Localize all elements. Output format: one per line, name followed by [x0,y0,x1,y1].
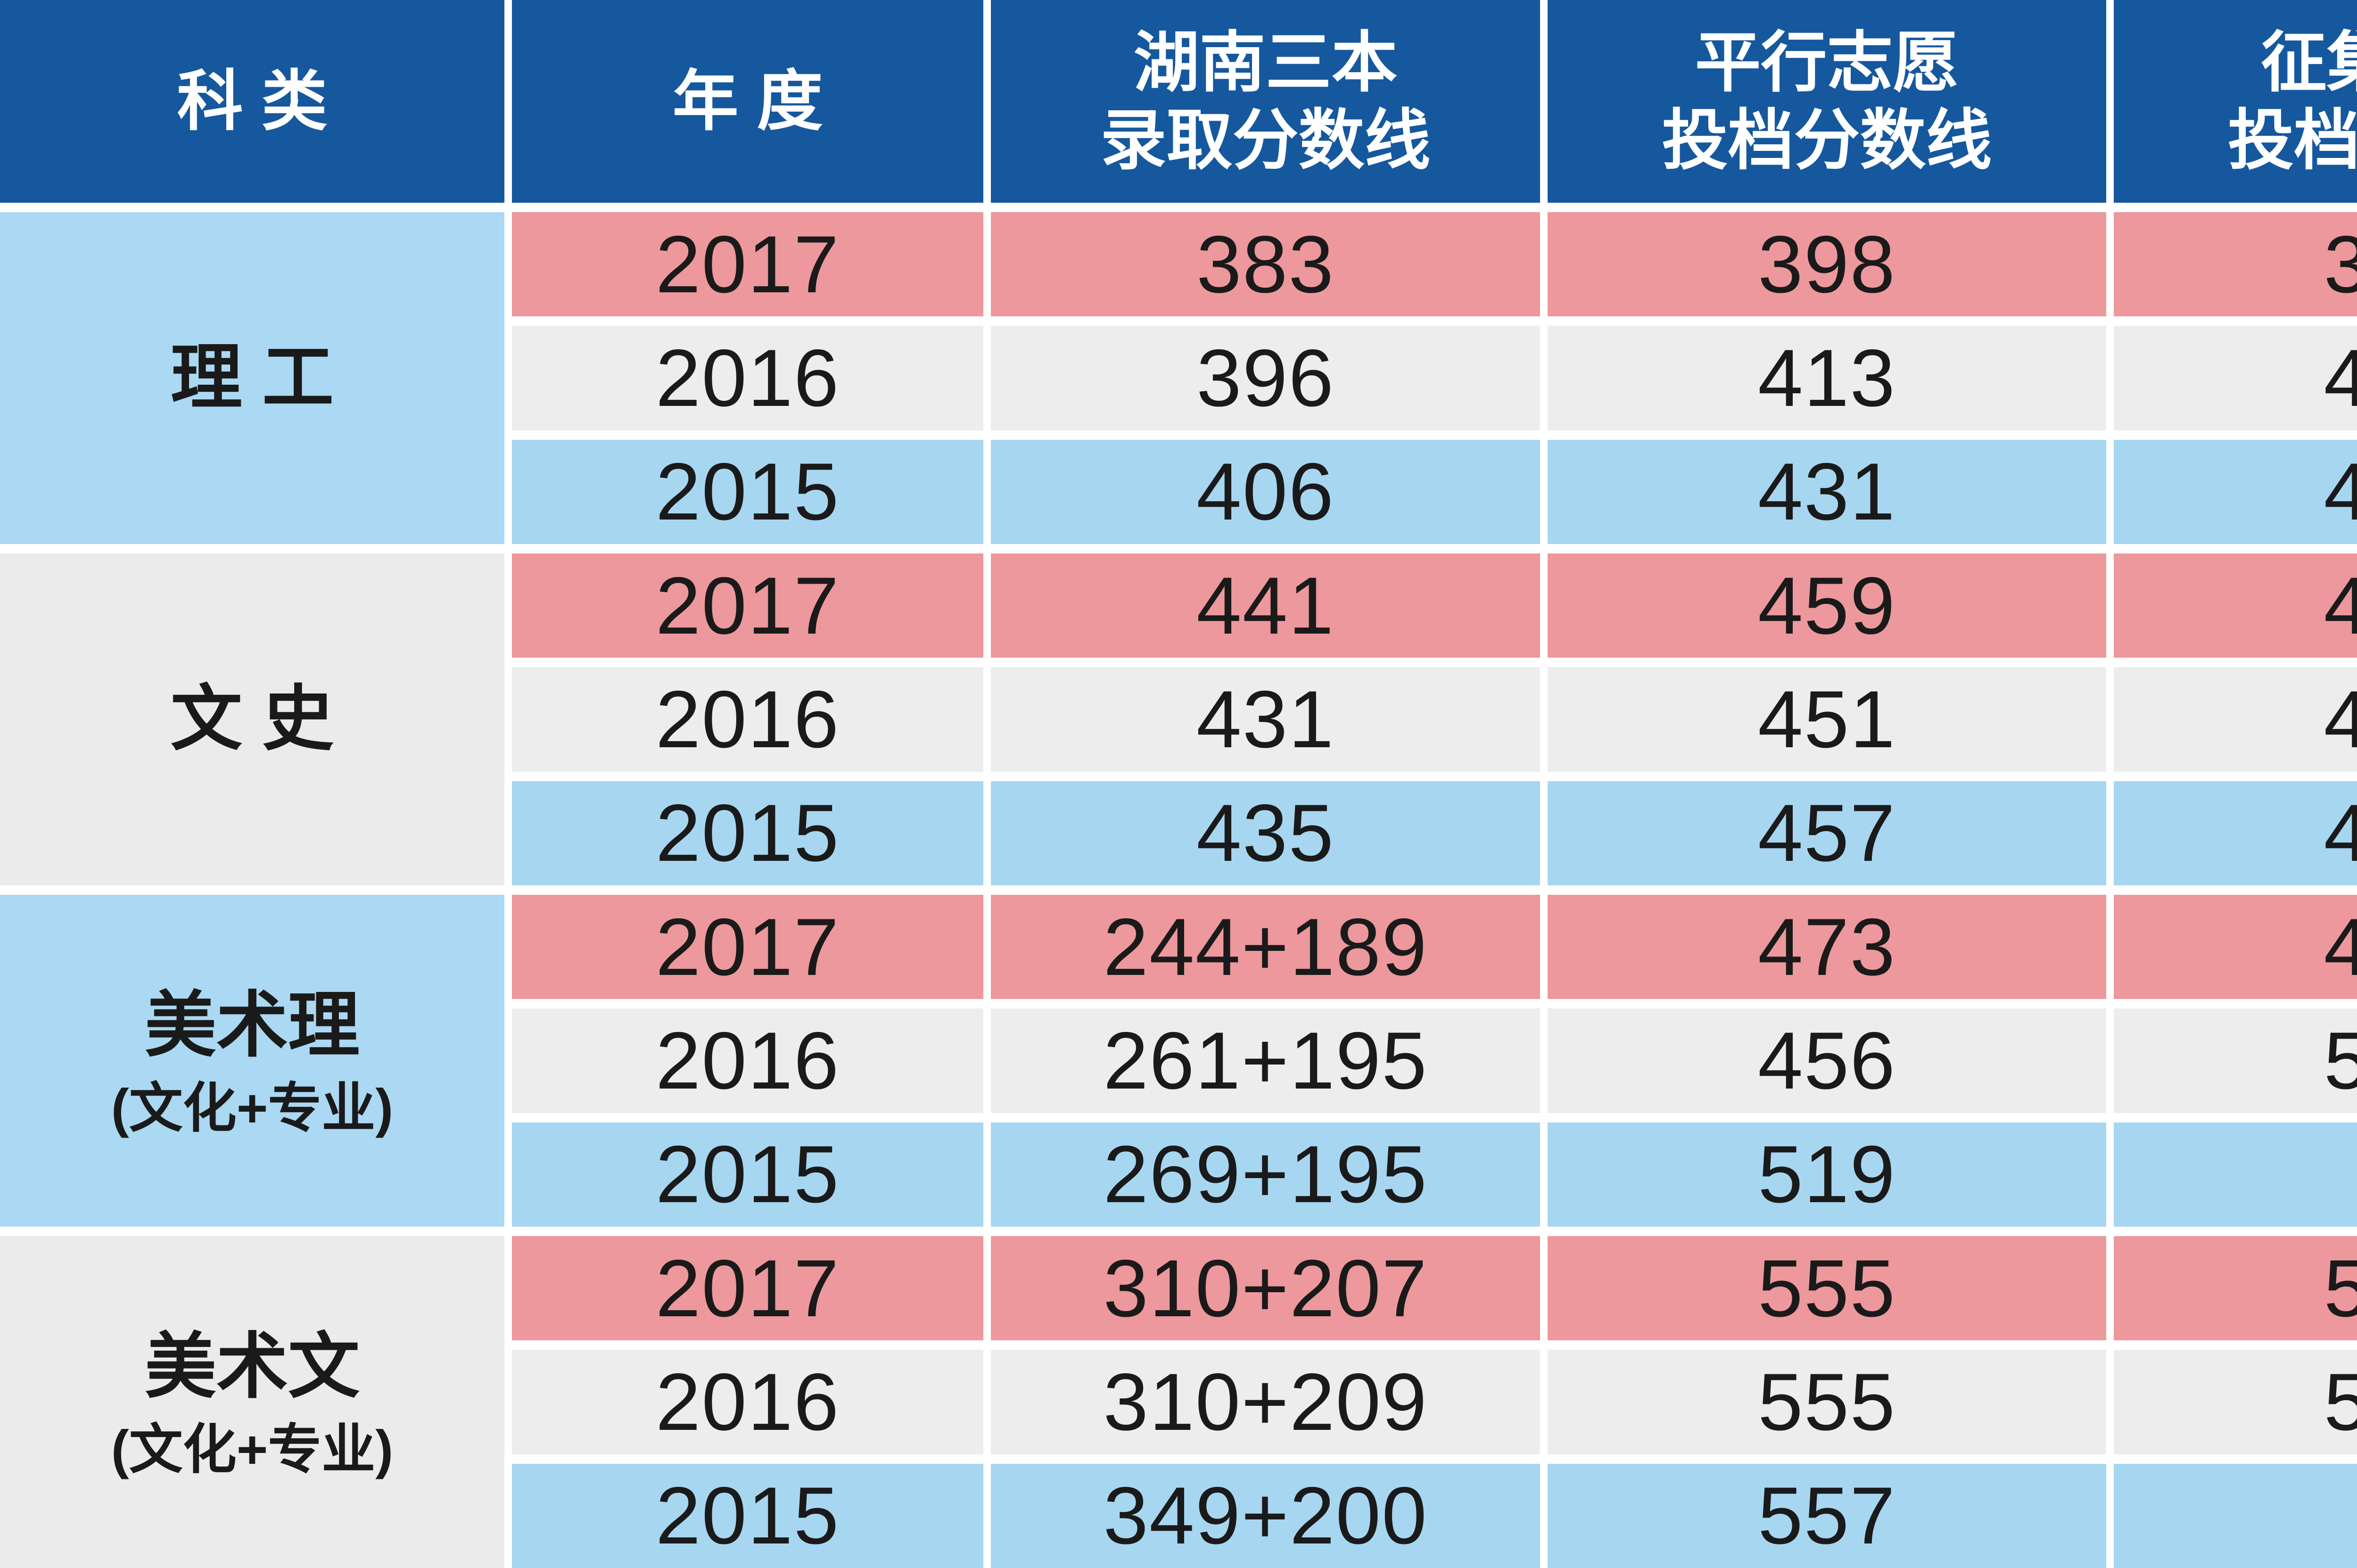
score-cell-collect: 392 [2114,212,2357,317]
score-cell-hunan: 349+200 [991,1463,1540,1568]
score-cell-hunan: 435 [991,781,1540,885]
score-cell-collect: 441 [2114,667,2357,772]
score-cell-parallel: 456 [1548,1008,2106,1113]
score-cell-collect: 538 [2114,1008,2357,1113]
score-cell-hunan: 310+209 [991,1350,1540,1454]
score-cell-collect: 442 [2114,553,2357,658]
score-cell-hunan: 441 [991,553,1540,658]
category-label: 美术文 [145,1327,360,1407]
score-cell-parallel: 473 [1548,894,2106,999]
score-cell-hunan: 269+195 [991,1122,1540,1227]
score-cell-hunan: 383 [991,212,1540,317]
header-cell-year: 年 度 [512,0,983,203]
header-cell-collect: 征集志愿 投档分数线 [2114,0,2357,203]
header-cell-hunan-line: 湖南三本 录取分数线 [991,0,1540,203]
score-cell-parallel: 451 [1548,667,2106,772]
year-cell: 2015 [512,1463,983,1568]
score-cell-collect: 440 [2114,781,2357,885]
year-cell: 2017 [512,212,983,317]
category-label: 文 史 [170,679,334,759]
category-cell-meishuwen: 美术文 (文化+专业) [0,1236,504,1568]
year-cell: 2017 [512,553,983,658]
category-sublabel: (文化+专业) [111,1079,394,1139]
score-cell-collect: 425 [2114,439,2357,544]
score-cell-parallel: 457 [1548,781,2106,885]
header-parallel-line1: 平行志愿 [1695,25,1959,99]
category-cell-wenshi: 文 史 [0,553,504,885]
score-cell-hunan: 431 [991,667,1540,772]
category-sublabel: (文化+专业) [111,1420,394,1480]
score-cell-hunan: 244+189 [991,894,1540,999]
header-collect-line2: 投档分数线 [2227,103,2357,177]
year-cell: 2015 [512,439,983,544]
score-cell-hunan: 396 [991,326,1540,430]
year-cell: 2015 [512,781,983,885]
score-cell-parallel: 519 [1548,1122,2106,1227]
score-cell-hunan: 310+207 [991,1236,1540,1341]
score-cell-parallel: 459 [1548,553,2106,658]
year-cell: 2017 [512,894,983,999]
header-category-label: 科 类 [177,64,328,139]
year-cell: 2016 [512,667,983,772]
score-cell-parallel: 413 [1548,326,2106,430]
category-label: 理 工 [170,338,334,418]
header-hunan-line1: 湖南三本 [1133,25,1398,99]
header-hunan-line2: 录取分数线 [1100,103,1431,177]
category-label: 美术理 [145,985,360,1066]
year-cell: 2015 [512,1122,983,1227]
year-cell: 2016 [512,1008,983,1113]
score-cell-parallel: 557 [1548,1463,2106,1568]
score-cell-parallel: 431 [1548,439,2106,544]
header-parallel-line2: 投档分数线 [1662,103,1992,177]
score-cell-collect-empty [2114,1463,2357,1568]
header-cell-parallel: 平行志愿 投档分数线 [1548,0,2106,203]
year-cell: 2016 [512,1350,983,1454]
year-cell: 2017 [512,1236,983,1341]
score-cell-collect: 466 [2114,894,2357,999]
score-cell-parallel: 398 [1548,212,2106,317]
year-cell: 2016 [512,326,983,430]
score-cell-collect-empty [2114,1122,2357,1227]
score-cell-collect: 591 [2114,1236,2357,1341]
header-cell-category: 科 类 [0,0,504,203]
score-cell-hunan: 261+195 [991,1008,1540,1113]
score-cell-hunan: 406 [991,439,1540,544]
header-collect-line1: 征集志愿 [2260,25,2357,99]
category-cell-ligong: 理 工 [0,212,504,544]
score-cell-collect: 406 [2114,326,2357,430]
score-cell-parallel: 555 [1548,1350,2106,1454]
score-cell-parallel: 555 [1548,1236,2106,1341]
category-cell-meishuli: 美术理 (文化+专业) [0,894,504,1227]
score-cell-collect: 555 [2114,1350,2357,1454]
header-year-label: 年 度 [672,64,823,139]
